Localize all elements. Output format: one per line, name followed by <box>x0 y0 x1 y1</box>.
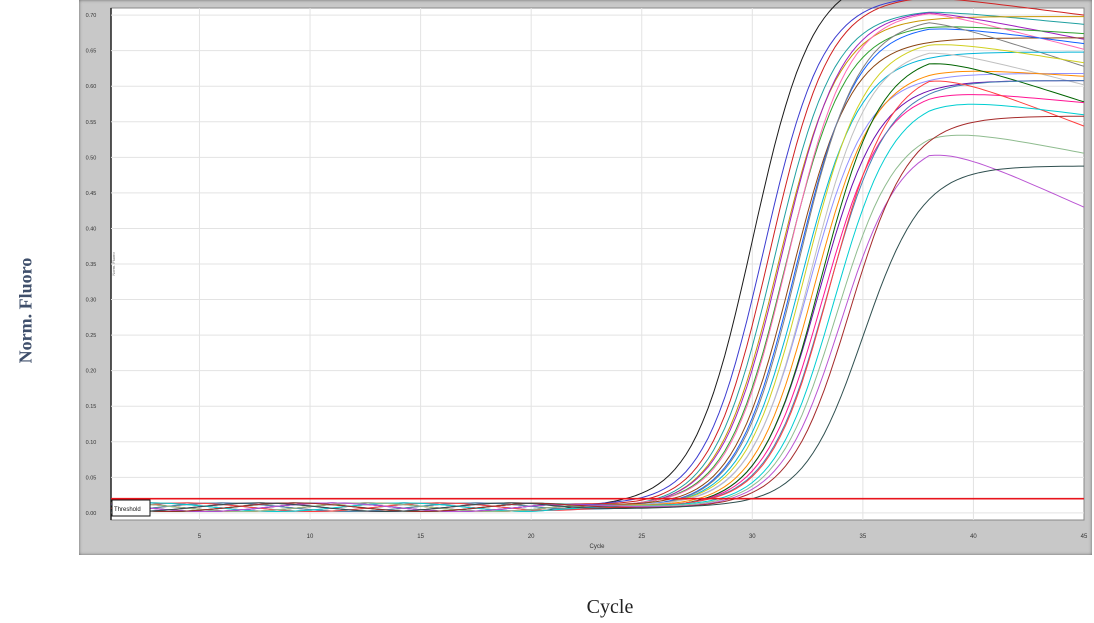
x-tick-label: 10 <box>307 534 314 540</box>
y-tick-label: 0.00 <box>86 511 97 517</box>
x-tick-label: 25 <box>638 534 645 540</box>
y-tick-label: 0.15 <box>86 404 97 410</box>
x-tick-label: 40 <box>970 534 977 540</box>
y-tick-label: 0.55 <box>86 120 97 126</box>
y-tick-label: 0.25 <box>86 333 97 339</box>
x-tick-label: 35 <box>860 534 867 540</box>
x-tick-labels: 5 10 15 20 25 30 35 40 45 <box>198 534 1088 540</box>
y-tick-label: 0.05 <box>86 475 97 481</box>
y-tick-labels: 0.00 0.05 0.10 0.15 0.20 0.25 0.30 0.35 0.40 0.45… <box>86 13 97 517</box>
y-tick-label: 0.10 <box>86 440 97 446</box>
x-tick-label: 5 <box>198 534 202 540</box>
y-tick-label: 0.65 <box>86 49 97 55</box>
plot-frame: 0.00 0.05 0.10 0.15 0.20 0.25 0.30 0.35 0.40 0.45… <box>79 0 1092 555</box>
amplification-plot: 0.00 0.05 0.10 0.15 0.20 0.25 0.30 0.35 0.40 0.45… <box>79 0 1092 555</box>
y-axis-title-text: Norm. Fluoro <box>16 257 37 363</box>
y-tick-label: 0.45 <box>86 191 97 197</box>
y-tick-label: 0.50 <box>86 155 97 161</box>
y-tick-label: 0.35 <box>86 262 97 268</box>
inner-y-axis-title: Norm. Fluoro <box>111 252 116 276</box>
y-tick-label: 0.20 <box>86 369 97 375</box>
inner-x-axis-title: Cycle <box>589 544 605 550</box>
x-tick-label: 45 <box>1081 534 1088 540</box>
y-axis-title: Norm. Fluoro <box>6 150 46 470</box>
x-axis-title: Cycle <box>480 596 740 619</box>
y-tick-label: 0.70 <box>86 13 97 19</box>
x-tick-label: 15 <box>417 534 424 540</box>
y-tick-label: 0.60 <box>86 84 97 90</box>
x-tick-label: 30 <box>749 534 756 540</box>
threshold-label: Threshold <box>114 507 141 513</box>
y-tick-label: 0.30 <box>86 298 97 304</box>
x-tick-label: 20 <box>528 534 535 540</box>
y-tick-label: 0.40 <box>86 226 97 232</box>
